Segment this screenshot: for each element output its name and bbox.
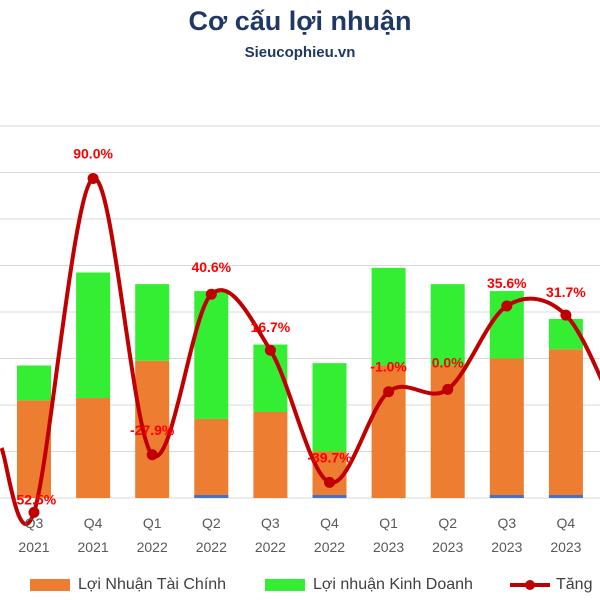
growth-point [264,344,276,356]
bar-business [194,291,229,419]
bar-business [17,365,51,401]
bar-financial [253,411,288,498]
legend-label-business: Lợi nhuận Kinh Doanh [313,576,473,593]
x-tick-quarter: Q4 [84,515,103,531]
growth-data-label: -39.7% [307,449,352,465]
x-tick-quarter: Q2 [202,515,221,531]
x-tick-year: 2021 [18,539,49,555]
growth-point [28,506,40,518]
x-tick-quarter: Q3 [497,515,516,531]
growth-point [442,383,454,395]
x-tick-year: 2023 [432,539,463,555]
legend-label-financial: Lợi Nhuận Tài Chính [78,576,227,593]
x-tick-quarter: Q1 [143,515,162,531]
bar-other [489,495,524,498]
x-tick-year: 2022 [255,539,286,555]
x-tick-year: 2023 [550,539,581,555]
growth-data-label: -27.9% [130,422,175,438]
bar-financial [135,360,170,498]
bar-financial [489,358,524,498]
legend-swatch-business [265,579,305,591]
x-tick-quarter: Q1 [379,515,398,531]
bar-other [548,495,583,498]
bar-financial [76,398,111,498]
x-tick-quarter: Q3 [25,515,44,531]
chart-title: Cơ cấu lợi nhuận [188,6,412,36]
growth-data-label: 40.6% [191,259,231,275]
growth-point [146,449,158,461]
growth-data-label: -1.0% [370,359,407,375]
bar-financial [548,349,583,498]
x-tick-year: 2023 [491,539,522,555]
growth-data-label: 35.6% [487,275,527,291]
bar-other [194,495,229,498]
bar-business [135,284,170,361]
legend-item-growth: Tăng [510,576,592,594]
x-tick-year: 2022 [137,539,168,555]
bar-other [312,495,347,498]
legend-label-growth: Tăng [556,576,593,593]
chart-subtitle: Sieucophieu.vn [244,44,356,61]
growth-line [0,176,600,526]
x-tick-quarter: Q4 [557,515,576,531]
bar-business [312,363,347,452]
legend-item-business: Lợi nhuận Kinh Doanh [265,576,473,594]
x-tick-quarter: Q3 [261,515,280,531]
growth-point [501,300,513,312]
x-tick-year: 2023 [373,539,404,555]
growth-point [205,288,217,300]
growth-point [560,309,572,321]
legend-swatch-growth [510,579,550,591]
growth-data-label: 0.0% [432,354,464,370]
legend-item-financial: Lợi Nhuận Tài Chính [30,576,226,594]
x-tick-year: 2022 [196,539,227,555]
bar-business [430,284,465,366]
growth-data-label: -52.5% [12,491,57,507]
x-tick-quarter: Q4 [320,515,339,531]
growth-point [324,476,335,488]
bar-business [371,267,406,366]
x-tick-year: 2022 [314,539,345,555]
x-tick-quarter: Q2 [438,515,457,531]
bar-business [76,272,111,399]
x-tick-year: 2021 [78,539,109,555]
growth-point [383,386,395,398]
legend-swatch-financial [30,579,70,591]
growth-data-label: 16.7% [251,319,291,335]
growth-data-label: 31.7% [546,284,586,300]
bar-financial [194,418,229,498]
growth-point [87,172,99,184]
growth-data-label: 90.0% [73,145,113,161]
